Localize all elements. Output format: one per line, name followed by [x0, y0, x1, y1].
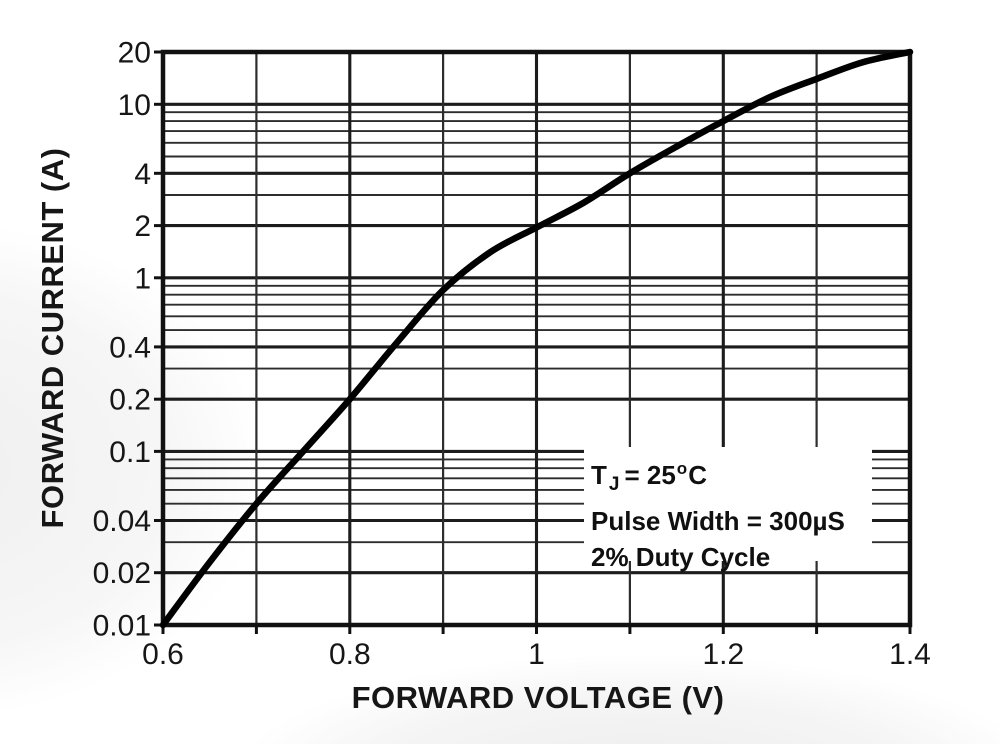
forward-current-curve — [159, 48, 914, 629]
y-tick-label-0.01: 0.01 — [93, 610, 151, 643]
y-tick-label-20: 20 — [118, 37, 151, 70]
x-tick-label-0.8: 0.8 — [329, 638, 371, 671]
y-axis-title: FORWARD CURRENT (A) — [35, 147, 70, 529]
y-tick-label-0.1: 0.1 — [109, 436, 151, 469]
x-tick-label-1.2: 1.2 — [702, 638, 744, 671]
y-tick-label-10: 10 — [118, 89, 151, 122]
test-conditions-annotation: T J = 25oC Pulse Width = 300µS 2% Duty Cyc… — [584, 447, 872, 572]
y-tick-label-1: 1 — [134, 262, 151, 295]
x-tick-label-1.4: 1.4 — [889, 638, 931, 671]
annotation-line-duty-cycle: 2% Duty Cycle — [591, 542, 771, 572]
x-tick-label-1: 1 — [528, 638, 545, 671]
x-axis-title: FORWARD VOLTAGE (V) — [351, 680, 725, 715]
annotation-line-junction-temp: T J = 25oC — [591, 459, 707, 495]
y-tick-label-2: 2 — [134, 210, 151, 243]
degree-symbol: o — [676, 459, 688, 478]
subscript-j: J — [608, 474, 620, 495]
y-tick-label-0.4: 0.4 — [109, 331, 151, 364]
x-tick-label-0.6: 0.6 — [142, 638, 184, 671]
y-tick-label-0.04: 0.04 — [93, 505, 151, 538]
y-tick-label-4: 4 — [134, 158, 151, 191]
y-tick-label-0.2: 0.2 — [109, 384, 151, 417]
annotation-line-pulse-width: Pulse Width = 300µS — [591, 506, 845, 536]
y-tick-label-0.02: 0.02 — [93, 557, 151, 590]
plot-border — [160, 49, 913, 628]
